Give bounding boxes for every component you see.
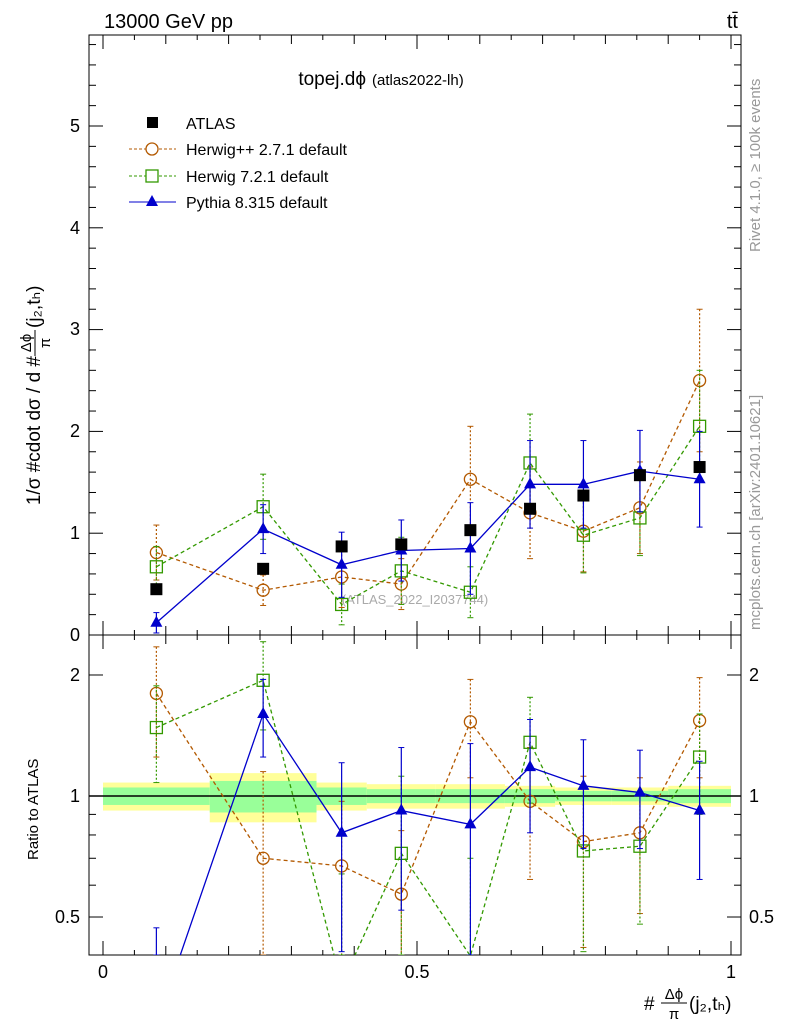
atlas-marker — [524, 502, 537, 515]
legend-label-atlas: ATLAS — [186, 116, 236, 133]
series-atlas — [150, 460, 706, 596]
ratio-uncertainty-bands — [103, 773, 731, 823]
y-tick-label: 3 — [70, 319, 80, 339]
ratio-tick-label-left: 2 — [70, 665, 80, 685]
main-series-layer — [149, 308, 707, 634]
atlas-marker — [395, 538, 408, 551]
x-label-tail: (j₂,tₕ) — [689, 994, 732, 1015]
x-tick-label: 1 — [726, 962, 736, 982]
y-tick-label: 1 — [70, 523, 80, 543]
pythia-8-315-default-marker — [335, 557, 348, 569]
herwig-7-2-1-default-ratio-marker — [149, 720, 164, 735]
x-label-num: Δϕ — [665, 986, 683, 1003]
y-label-num: Δϕ — [18, 334, 35, 352]
ratio-y-tick-labels: 0.5 1 2 0.5 1 2 — [55, 665, 774, 927]
pythia-8-315-default-ratio-marker — [395, 803, 408, 815]
legend-marker-herwigpp — [145, 142, 159, 156]
ratio-series-pythia-8-315-default — [153, 678, 706, 955]
legend-marker-herwig7 — [145, 169, 159, 183]
herwig-2-7-1-default-ratio-line — [155, 693, 701, 896]
atlas-marker — [335, 540, 348, 553]
pythia-8-315-default-ratio-marker — [524, 760, 537, 772]
x-label-hash: # — [644, 994, 655, 1015]
ratio-tick-label-right: 1 — [749, 786, 759, 806]
x-axis-label: # Δϕ π (j₂,tₕ) — [644, 986, 732, 1023]
axis-ticks — [89, 35, 741, 955]
legend-label-herwig7: Herwig 7.2.1 default — [186, 169, 329, 186]
pythia-8-315-default-ratio-marker — [335, 825, 348, 837]
series-herwig-7-2-1-default — [149, 369, 707, 626]
pythia-8-315-default-ratio-marker — [633, 785, 646, 797]
y-label-pre: 1/σ #cdot dσ / d # — [24, 356, 45, 506]
y-tick-label: 2 — [70, 421, 80, 441]
analysis-watermark: (ATLAS_2022_I2037744) — [342, 592, 488, 607]
herwig-7-2-1-default-line — [156, 425, 701, 606]
series-herwig-2-7-1-default — [149, 308, 707, 611]
legend-label-herwigpp: Herwig++ 2.7.1 default — [186, 142, 348, 159]
y-label-den: π — [37, 338, 54, 348]
herwig-7-2-1-default-marker — [334, 597, 349, 612]
plot-title: topej.dϕ — [298, 69, 366, 90]
process-label: tt̄ — [727, 11, 739, 33]
x-tick-label: 0 — [98, 962, 108, 982]
herwig-7-2-1-default-marker — [149, 560, 164, 574]
herwig-2-7-1-default-marker — [463, 472, 478, 486]
energy-label: 13000 GeV pp — [104, 11, 233, 33]
pythia-8-315-default-marker — [577, 477, 590, 489]
ratio-series-layer — [149, 641, 707, 955]
ratio-tick-label-left: 0.5 — [55, 907, 80, 927]
ratio-tick-label-left: 1 — [70, 786, 80, 806]
pythia-8-315-default-marker — [257, 522, 270, 534]
herwig-2-7-1-default-ratio-marker — [256, 851, 270, 865]
atlas-marker — [257, 562, 270, 575]
ratio-y-axis-label: Ratio to ATLAS — [25, 759, 42, 860]
main-y-tick-labels: 0 1 2 3 4 5 — [70, 116, 80, 645]
series-pythia-8-315-default — [150, 429, 706, 634]
atlas-marker — [693, 461, 706, 474]
pythia-8-315-default-ratio-marker — [464, 817, 477, 829]
herwig-2-7-1-default-line — [156, 380, 701, 591]
herwig-2-7-1-default-ratio-marker — [463, 715, 478, 729]
pythia-8-315-default-marker — [524, 477, 537, 489]
mcplots-label: mcplots.cern.ch [arXiv:2401.10621] — [747, 395, 764, 630]
pythia-8-315-default-ratio-marker — [257, 706, 270, 718]
ratio-tick-label-right: 0.5 — [749, 907, 774, 927]
atlas-marker — [464, 524, 477, 537]
x-tick-label: 0.5 — [404, 962, 429, 982]
ratio-panel-frame — [88, 634, 742, 956]
y-label-tail: (j₂,tₕ) — [24, 286, 45, 329]
ratio-tick-label-right: 2 — [749, 665, 759, 685]
plot-subtitle: (atlas2022-lh) — [372, 72, 464, 89]
herwig-7-2-1-default-ratio-line — [156, 679, 701, 955]
y-tick-label: 0 — [70, 625, 80, 645]
pythia-8-315-default-ratio-marker — [577, 778, 590, 790]
herwig-7-2-1-default-marker — [576, 528, 591, 542]
legend-marker-atlas — [147, 117, 158, 128]
herwig-2-7-1-default-marker — [256, 583, 270, 597]
legend-marker-pythia — [146, 195, 158, 206]
legend-label-pythia: Pythia 8.315 default — [186, 195, 328, 212]
y-axis-label: 1/σ #cdot dσ / d # Δϕ π (j₂,tₕ) — [18, 286, 54, 506]
y-tick-label: 5 — [70, 116, 80, 136]
rivet-label: Rivet 4.1.0, ≥ 100k events — [747, 79, 764, 252]
atlas-marker — [633, 469, 646, 482]
x-label-den: π — [669, 1006, 679, 1023]
pythia-8-315-default-marker — [693, 472, 706, 484]
atlas-marker — [150, 583, 163, 596]
pythia-8-315-default-marker — [150, 615, 163, 627]
legend: ATLAS Herwig++ 2.7.1 default Herwig 7.2.… — [129, 116, 348, 212]
x-tick-labels: 0 0.5 1 — [98, 962, 736, 982]
pythia-8-315-default-ratio-marker — [693, 803, 706, 815]
y-tick-label: 4 — [70, 218, 80, 238]
atlas-marker — [577, 489, 590, 502]
pythia-8-315-default-marker — [464, 541, 477, 553]
